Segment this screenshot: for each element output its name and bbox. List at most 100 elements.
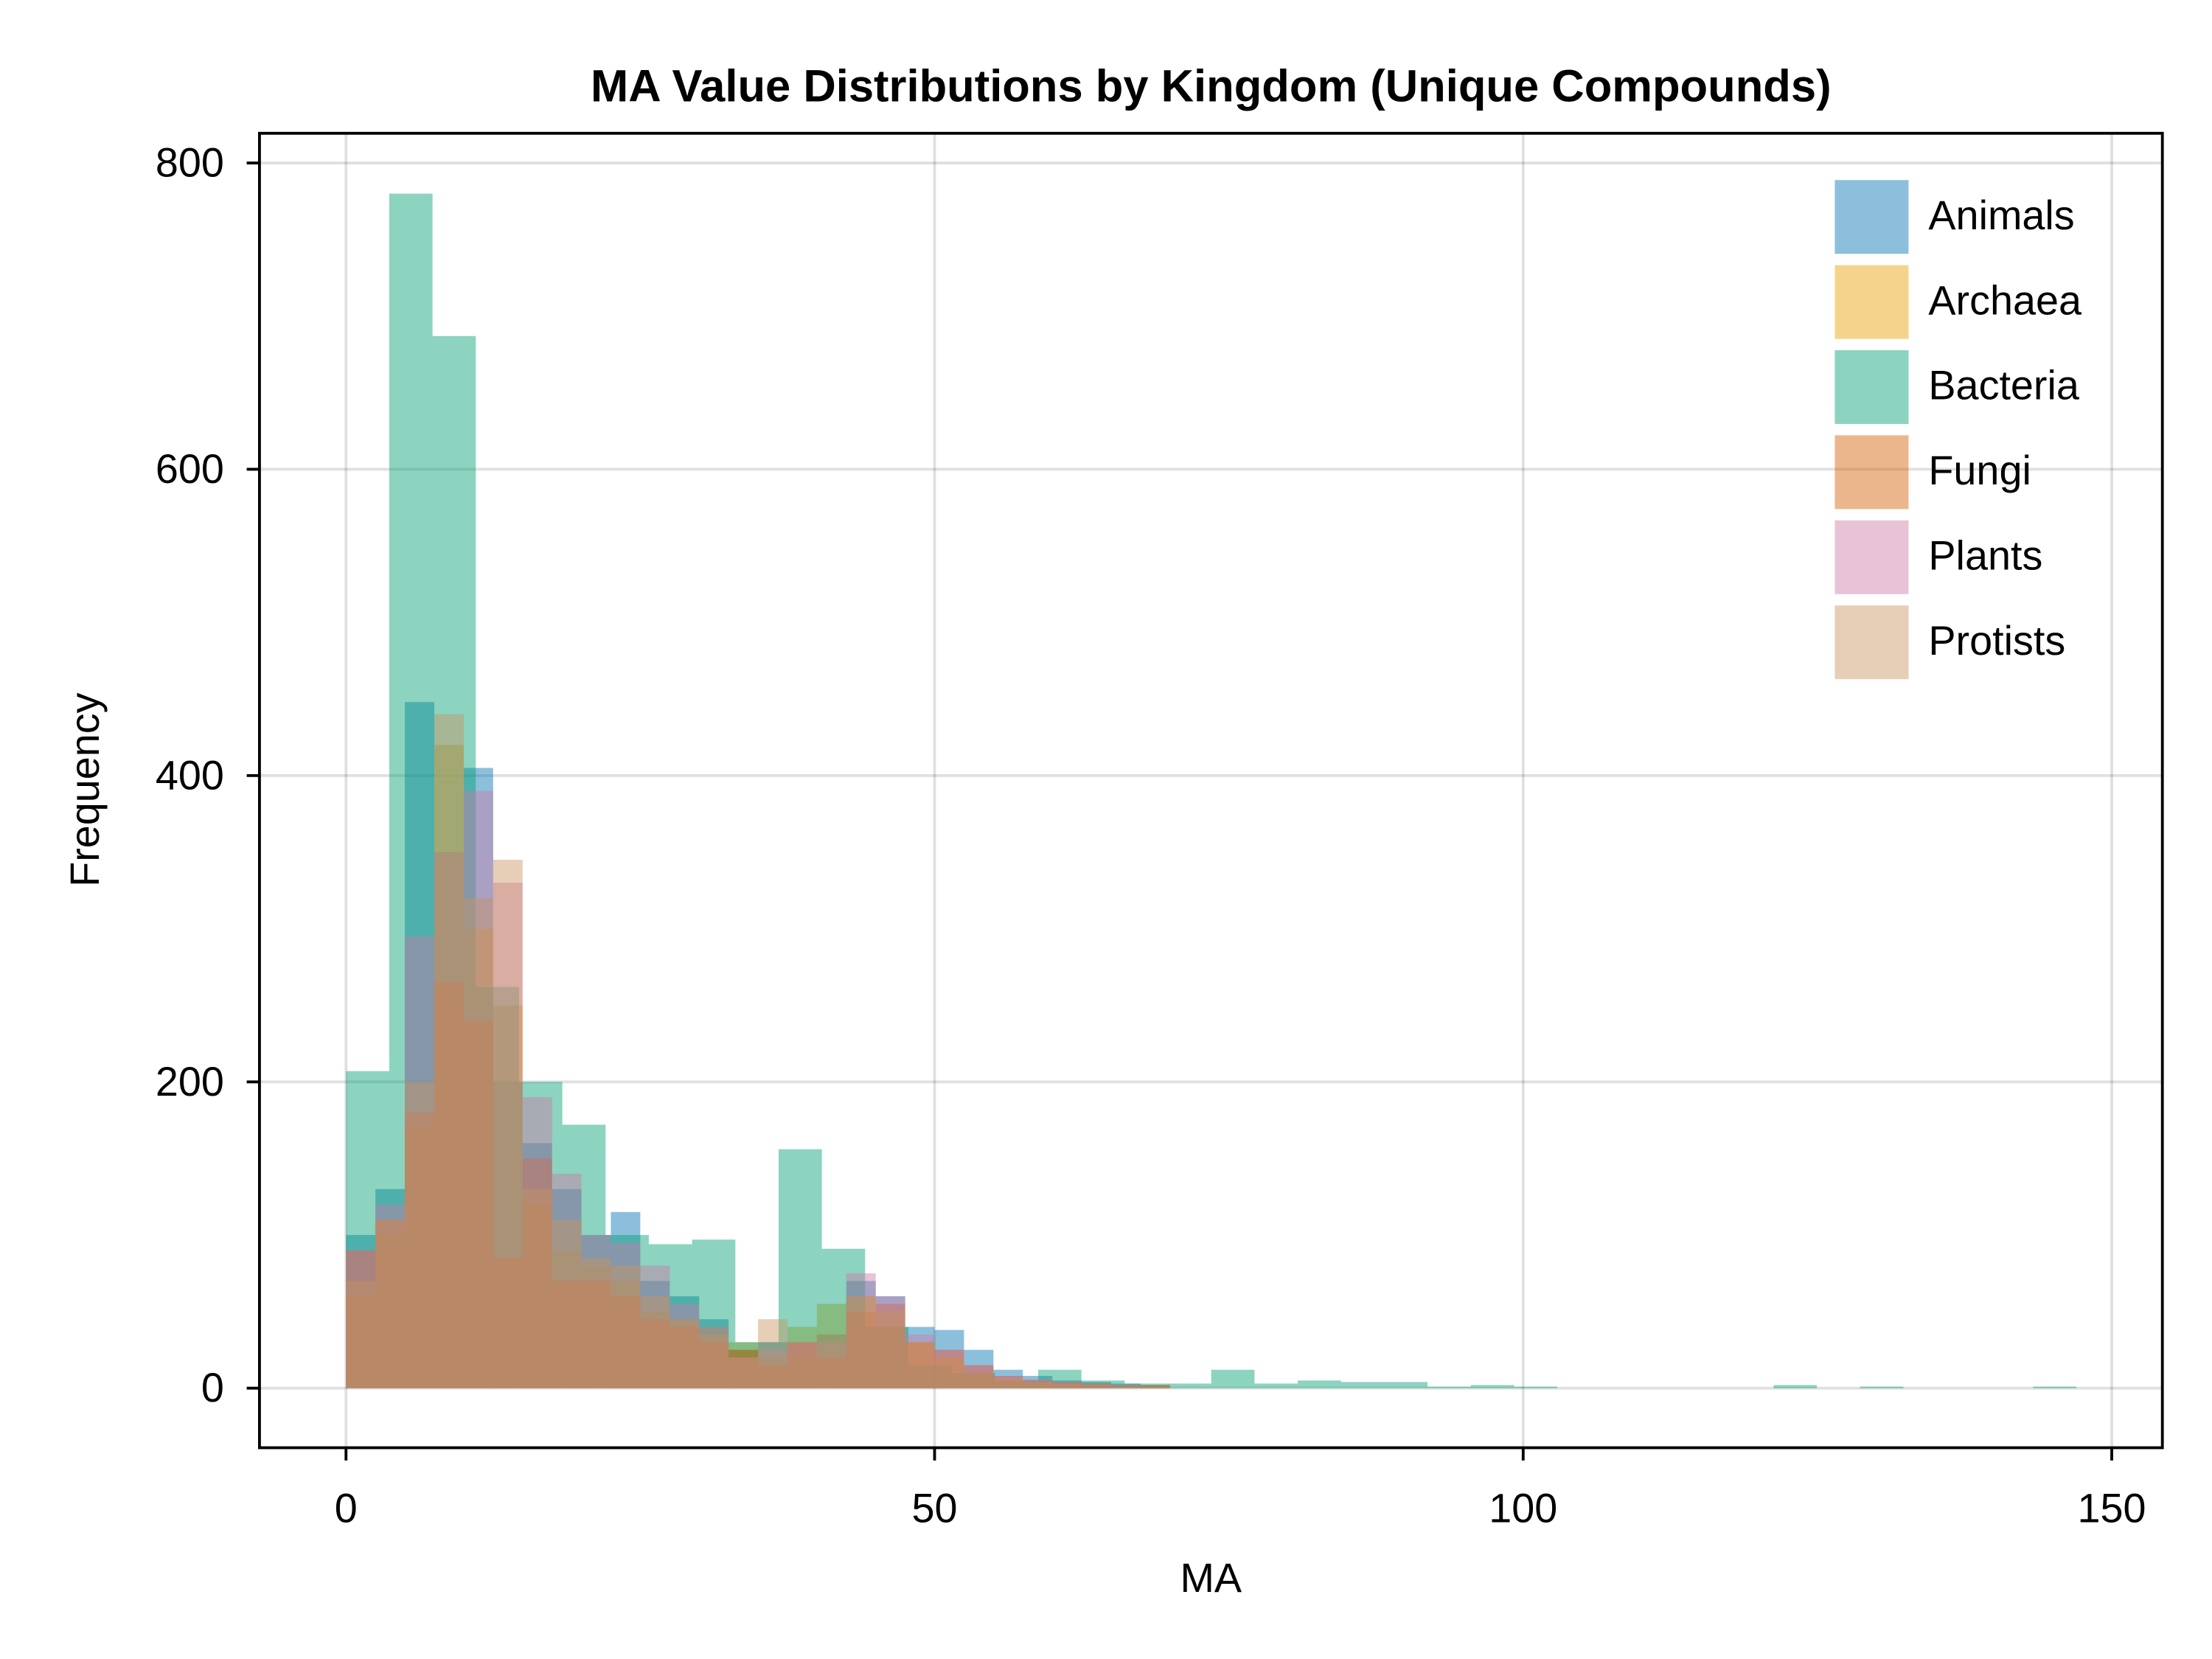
legend-label: Protists	[1928, 618, 2065, 664]
bar	[581, 1234, 611, 1388]
bar	[375, 1220, 406, 1388]
bar	[552, 1250, 582, 1388]
bar	[846, 1296, 876, 1388]
bar	[463, 1020, 493, 1388]
bar	[787, 1357, 817, 1388]
bar	[816, 1304, 846, 1388]
bar	[611, 1281, 641, 1388]
bar	[1023, 1383, 1053, 1388]
bar	[1140, 1386, 1170, 1388]
bar	[964, 1372, 994, 1388]
bar	[493, 860, 523, 1388]
bar	[1023, 1380, 1053, 1388]
bar	[1140, 1386, 1170, 1388]
x-tick-label: 50	[912, 1486, 958, 1531]
bar	[1773, 1385, 1818, 1388]
bar	[562, 1124, 606, 1388]
bar	[669, 1319, 700, 1388]
bar	[816, 1357, 846, 1388]
bar	[1082, 1385, 1112, 1388]
bar	[699, 1326, 729, 1388]
bar	[875, 1296, 905, 1388]
bar	[875, 1311, 905, 1388]
bar	[905, 1334, 935, 1388]
bar	[778, 1149, 822, 1388]
bar	[434, 714, 464, 1388]
bar	[846, 1296, 876, 1388]
bar	[346, 1071, 389, 1388]
legend-label: Animals	[1928, 192, 2074, 238]
bar	[964, 1365, 994, 1388]
bar	[640, 1281, 670, 1388]
bar	[493, 1082, 523, 1388]
bar	[522, 1158, 552, 1388]
bar	[934, 1329, 964, 1388]
bar	[346, 1250, 376, 1388]
bar	[552, 1189, 582, 1388]
y-tick-label: 200	[156, 1059, 224, 1105]
bar	[581, 1281, 611, 1388]
bar	[1082, 1383, 1112, 1388]
bar	[375, 1189, 406, 1388]
bar	[1298, 1380, 1341, 1388]
bar	[728, 1357, 759, 1388]
bar	[522, 1189, 552, 1388]
bar	[1082, 1385, 1112, 1388]
bar	[640, 1311, 670, 1388]
bar	[1860, 1386, 1904, 1388]
bar	[669, 1304, 700, 1388]
bar	[1052, 1380, 1082, 1388]
bar	[669, 1319, 700, 1388]
bar	[964, 1365, 994, 1388]
bar	[640, 1265, 670, 1388]
bar	[346, 1250, 376, 1388]
bar	[581, 1265, 611, 1388]
legend: Animals Archaea Bacteria Fungi Plants Protist…	[1834, 180, 2081, 680]
legend-label: Plants	[1928, 532, 2042, 578]
bars	[346, 193, 2077, 1388]
bar	[1111, 1383, 1141, 1388]
bar	[934, 1349, 964, 1388]
bar	[905, 1326, 935, 1388]
bar	[346, 1296, 376, 1388]
x-tick-label: 0	[335, 1486, 358, 1531]
bar	[865, 1326, 909, 1388]
bar	[699, 1319, 729, 1388]
bar	[518, 1082, 563, 1388]
bar	[1168, 1383, 1211, 1388]
bar	[552, 1220, 582, 1388]
bar	[1052, 1382, 1082, 1388]
bar	[493, 1005, 523, 1388]
bar	[463, 898, 493, 1388]
bar	[1082, 1383, 1112, 1388]
bar	[493, 883, 523, 1388]
legend-swatch	[1834, 605, 1909, 680]
bar	[1081, 1380, 1125, 1388]
bar	[405, 1127, 435, 1388]
legend-swatch	[1834, 265, 1909, 339]
bar	[934, 1349, 964, 1388]
bar	[699, 1334, 729, 1388]
bar	[522, 1097, 552, 1388]
y-axis-label: Frequency	[62, 692, 108, 887]
bar	[816, 1342, 846, 1388]
bar	[1140, 1386, 1170, 1388]
bar	[552, 1173, 582, 1388]
bar	[493, 1258, 523, 1388]
bar	[432, 335, 476, 1388]
y-tick-label: 400	[156, 752, 224, 798]
bar	[816, 1334, 846, 1388]
legend-swatch	[1834, 520, 1909, 594]
bar	[699, 1326, 729, 1388]
bar	[389, 193, 433, 1388]
bar	[934, 1357, 964, 1388]
bar	[346, 1234, 376, 1388]
bar	[758, 1349, 787, 1388]
axes: 0 50 100 150 0 200 400 600 800	[156, 140, 2146, 1531]
bar	[1111, 1386, 1141, 1388]
bar	[405, 1112, 435, 1388]
bar	[522, 1143, 552, 1388]
plot-frame	[258, 131, 2164, 1450]
bar	[995, 1380, 1039, 1388]
